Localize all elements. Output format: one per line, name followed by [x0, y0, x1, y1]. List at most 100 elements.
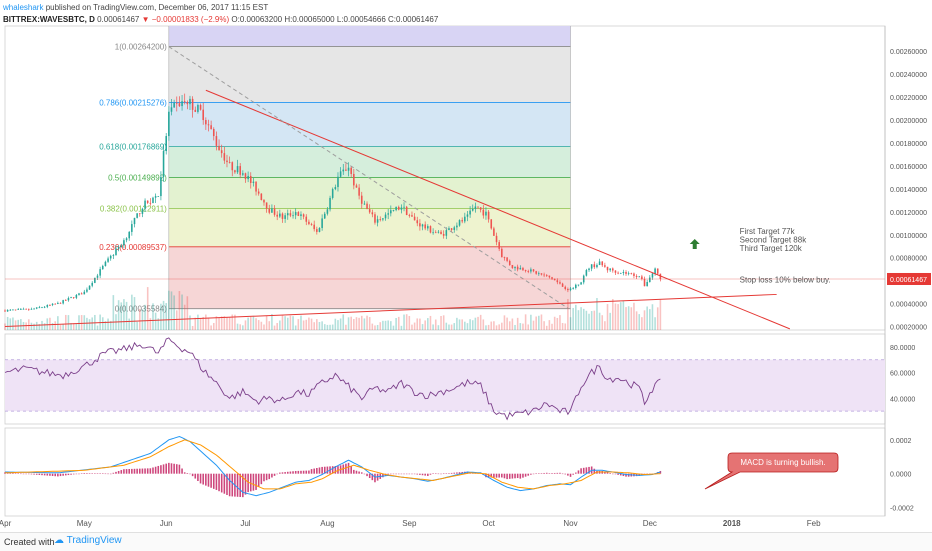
macd-histogram-bar [271, 473, 273, 478]
macd-histogram-bar [585, 467, 588, 474]
macd-histogram-bar [131, 468, 133, 474]
volume-bar [601, 315, 604, 330]
volume-bar [88, 319, 91, 330]
macd-histogram-bar [220, 473, 223, 493]
volume-bar [522, 323, 524, 330]
macd-histogram-bar [606, 472, 609, 474]
volume-bar [189, 315, 191, 330]
volume-bar [498, 324, 500, 330]
volume-bar [511, 318, 514, 330]
candle [25, 308, 27, 310]
macd-histogram-bar [382, 473, 384, 478]
macd-histogram-bar [458, 472, 461, 474]
macd-histogram-bar [318, 467, 321, 474]
candle [514, 266, 516, 269]
candle [276, 214, 278, 217]
volume-bar [405, 314, 408, 330]
author-link[interactable]: whaleshark [3, 3, 44, 12]
volume-bar [146, 287, 149, 330]
volume-bar [152, 303, 154, 330]
macd-histogram-bar [548, 473, 551, 474]
macd-histogram-bar [360, 472, 363, 474]
macd-histogram-bar [83, 473, 86, 474]
price-tick-label: 0.00220000 [890, 95, 927, 102]
macd-histogram-bar [86, 473, 88, 474]
volume-bar [123, 299, 125, 330]
volume-bar [329, 324, 331, 330]
volume-bar [157, 318, 160, 330]
candle [125, 238, 128, 241]
volume-bar [334, 318, 337, 330]
macd-histogram-bar [424, 473, 426, 476]
volume-bar [331, 324, 334, 330]
macd-histogram-bar [495, 473, 498, 478]
macd-histogram-bar [551, 473, 553, 474]
volume-bar [514, 324, 516, 330]
volume-bar [501, 322, 503, 330]
macd-histogram-bar [434, 473, 437, 475]
candle [588, 268, 590, 271]
volume-bar [80, 315, 83, 330]
candle [234, 170, 236, 173]
candle [181, 101, 183, 107]
volume-bar [508, 321, 511, 330]
volume-bar [228, 317, 231, 330]
candle [123, 240, 125, 246]
macd-histogram-bar [38, 473, 41, 475]
candle [450, 228, 453, 230]
chart-canvas[interactable]: 1(0.00264200) 0.786(0.00215276) 0.618(0.00… [0, 0, 932, 532]
candle [131, 224, 133, 232]
volume-bar [582, 308, 585, 330]
volume-bar [215, 316, 218, 330]
macd-histogram-bar [321, 466, 323, 474]
volume-bar [9, 318, 12, 330]
candle [263, 200, 265, 203]
macd-signal-line [5, 439, 661, 490]
candle [614, 270, 617, 273]
volume-bar [162, 300, 165, 330]
candle [485, 211, 487, 216]
volume-bar [294, 325, 297, 330]
volume-bar [503, 315, 506, 330]
macd-histogram-bar [175, 464, 178, 474]
volume-bar [141, 309, 144, 330]
candle [30, 308, 33, 310]
candle [78, 293, 80, 295]
published-text: published on TradingView.com, December 0… [45, 3, 269, 12]
volume-bar [305, 319, 308, 330]
candle [493, 228, 495, 236]
volume-bar [234, 314, 236, 330]
macd-histogram-bar [101, 473, 104, 474]
candle [474, 206, 477, 209]
macd-histogram-bar [403, 473, 405, 475]
volume-bar [424, 320, 426, 330]
candle [368, 209, 371, 213]
volume-bar [376, 324, 379, 330]
macd-histogram-bar [604, 471, 606, 474]
macd-histogram-bar [255, 473, 257, 490]
candle [543, 274, 545, 276]
time-tick-label: Feb [807, 519, 821, 528]
volume-bar [57, 316, 59, 330]
macd-histogram-bar [514, 473, 516, 479]
volume-bar [257, 320, 260, 330]
tradingview-logo[interactable]: ☁ TradingView [54, 535, 122, 546]
volume-bar [183, 304, 186, 330]
candle [379, 219, 382, 221]
candle [434, 232, 437, 234]
macd-histogram-bar [199, 473, 202, 484]
candle [622, 272, 625, 273]
volume-bar [165, 303, 167, 330]
macd-histogram-bar [559, 472, 561, 474]
candle [487, 211, 490, 220]
volume-bar [191, 325, 194, 330]
volume-bar [360, 315, 363, 330]
volume-bar [519, 323, 522, 330]
volume-bar [538, 315, 540, 330]
candle [553, 278, 556, 281]
volume-bar [635, 311, 638, 330]
macd-histogram-bar [419, 473, 421, 475]
volume-bar [469, 319, 471, 330]
candle [146, 200, 149, 203]
candle [392, 210, 395, 211]
